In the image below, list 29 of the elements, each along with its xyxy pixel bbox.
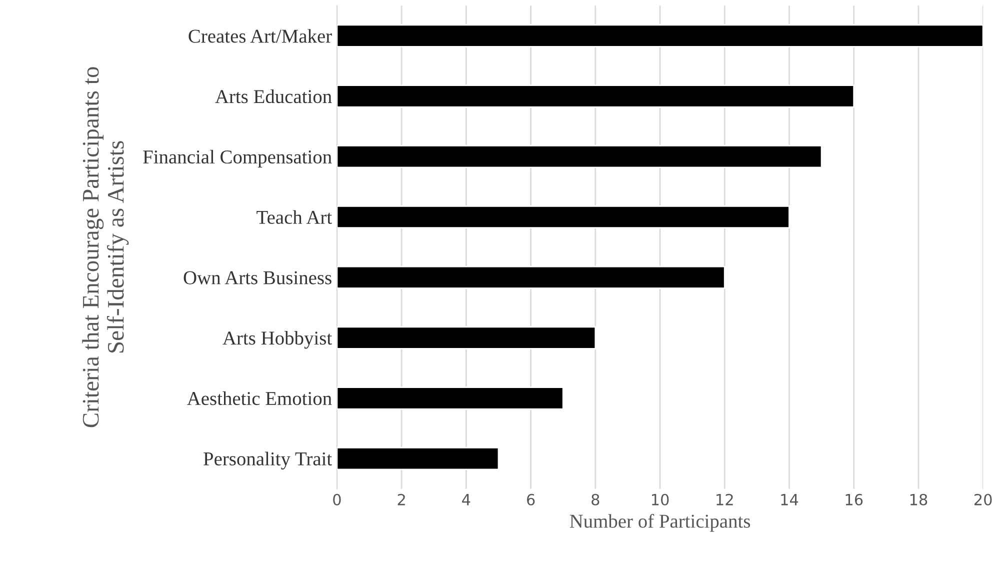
bar — [336, 84, 855, 108]
x-tick-label: 14 — [781, 494, 798, 506]
bar — [336, 145, 822, 168]
y-tick-label: Teach Art — [256, 210, 332, 224]
y-tick-label: Financial Compensation — [143, 150, 332, 168]
x-tick-label: 10 — [652, 494, 669, 506]
bar — [336, 326, 596, 350]
y-tick-label: Own Arts Business — [184, 271, 332, 284]
y-tick-label: Aesthetic Emotion — [187, 391, 332, 406]
x-tick-label: 8 — [592, 494, 600, 506]
bar — [336, 205, 790, 229]
bar — [336, 266, 726, 289]
x-tick-label: 0 — [333, 494, 341, 506]
bar — [336, 24, 984, 48]
x-axis-title: Number of Participants — [570, 514, 750, 532]
x-tick-label: 2 — [398, 494, 405, 506]
x-tick-label: 12 — [716, 494, 733, 506]
x-tick-label: 20 — [974, 494, 992, 506]
bar — [336, 386, 564, 410]
bar — [336, 446, 500, 470]
x-tick-label: 6 — [527, 494, 535, 506]
x-tick-label: 16 — [846, 494, 863, 506]
y-tick-label: Personality Trait — [204, 452, 332, 470]
y-tick-label: Arts Hobbyist — [222, 331, 332, 349]
y-tick-label: Arts Education — [215, 89, 332, 104]
x-tick-label: 4 — [462, 494, 470, 506]
y-tick-label: Creates Art/Maker — [188, 29, 332, 43]
x-tick-label: 18 — [910, 494, 928, 506]
y-axis-title: Criteria that Encourage Participants to Self-Identify as Artists — [82, 67, 129, 428]
